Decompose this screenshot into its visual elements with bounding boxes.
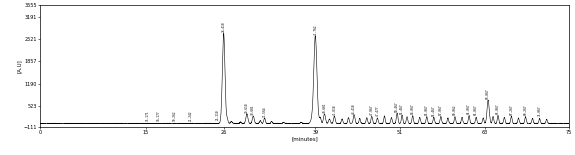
Y-axis label: [A.U]: [A.U] (17, 59, 22, 73)
Text: 65.067: 65.067 (496, 103, 500, 114)
Text: 59.062: 59.062 (453, 105, 457, 115)
Text: 61.067: 61.067 (467, 104, 471, 114)
Text: 25.110: 25.110 (215, 110, 219, 120)
Text: 47.477: 47.477 (375, 106, 380, 116)
Text: 31.564: 31.564 (263, 106, 267, 117)
X-axis label: [minutes]: [minutes] (292, 137, 318, 142)
Text: 47.067: 47.067 (370, 104, 374, 115)
Text: 40.601: 40.601 (323, 102, 327, 113)
Text: 29.610: 29.610 (245, 102, 249, 113)
Text: 71.067: 71.067 (538, 105, 542, 116)
Text: 63.867: 63.867 (486, 88, 490, 99)
Text: 51.467: 51.467 (400, 103, 404, 114)
Text: 55.467: 55.467 (432, 105, 436, 115)
Text: 50.467: 50.467 (395, 101, 399, 112)
Text: 41.762: 41.762 (313, 24, 317, 35)
Text: 44.418: 44.418 (352, 103, 356, 114)
Text: 30.601: 30.601 (251, 104, 255, 115)
Text: 16.177: 16.177 (157, 110, 161, 121)
Text: 55.067: 55.067 (425, 104, 429, 115)
Text: 57.067: 57.067 (439, 105, 443, 115)
Text: 26.410: 26.410 (221, 22, 225, 32)
Text: 61.867: 61.867 (474, 104, 478, 115)
Text: 53.067: 53.067 (411, 104, 415, 114)
Text: 69.267: 69.267 (523, 105, 527, 115)
Text: 41.818: 41.818 (332, 105, 336, 115)
Text: 15.171: 15.171 (145, 110, 150, 121)
Text: 67.267: 67.267 (509, 104, 513, 115)
Text: 19.262: 19.262 (172, 110, 177, 121)
Text: 21.242: 21.242 (189, 110, 193, 121)
